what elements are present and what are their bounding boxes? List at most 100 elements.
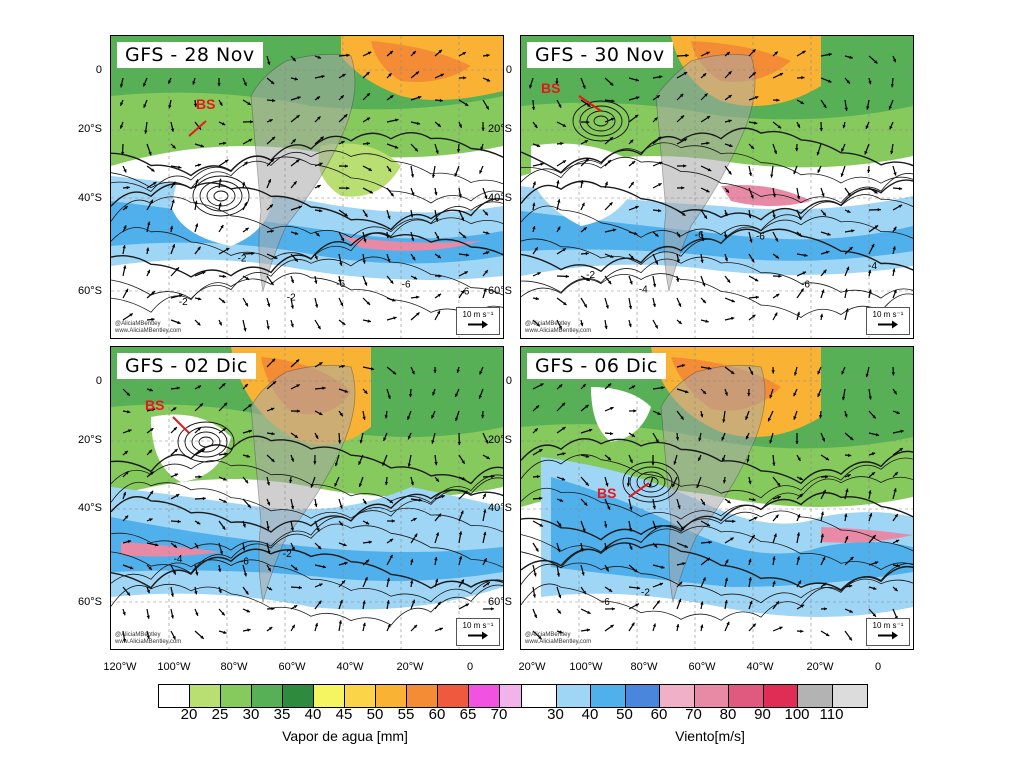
contour-line (521, 142, 913, 184)
bs-arrow (628, 482, 650, 498)
wind-vector-head (802, 271, 806, 275)
cutoff-low-contour (206, 185, 236, 207)
wind-vector-head (636, 586, 641, 590)
wind-vector-head (197, 322, 201, 326)
wind-vector-head (539, 523, 543, 527)
wind-vector-head (200, 635, 204, 639)
wind-vector-head (338, 279, 342, 283)
colorbar-tick-label: 50 (366, 706, 384, 723)
contour-line (111, 489, 503, 533)
wind-vector-head (874, 561, 879, 565)
wind-vector-head (197, 163, 202, 167)
contour-line (111, 232, 503, 278)
wind-vector-head (322, 386, 326, 390)
wind-vector-head (816, 151, 820, 156)
wind-vector-head (772, 193, 776, 198)
contour-line (521, 578, 913, 621)
wind-vector-head (410, 481, 414, 486)
wind-vector-head (413, 276, 418, 280)
wind-vector-head (732, 519, 736, 523)
wind-vector-head (585, 251, 589, 256)
wind-vector-head (655, 439, 659, 443)
colorbar-water-vapor-ticks: 20 25 30 35 40 45 50 55 60 65 70 (158, 706, 532, 726)
wind-vector-head (151, 408, 156, 412)
wind-vector-head (411, 370, 415, 375)
contour-label: -6 (240, 557, 249, 568)
wind-vector-head (793, 416, 797, 420)
wind-vector-head (272, 98, 276, 103)
wind-vector-head (441, 495, 445, 499)
cutoff-low-contour (213, 190, 229, 202)
contour-label: -6 (601, 597, 610, 608)
wind-vector-head (731, 299, 735, 303)
wind-vector-head (363, 239, 367, 243)
wind-vector-head (610, 407, 614, 411)
wind-vector-head (610, 254, 614, 258)
wind-vector-head (435, 578, 439, 583)
wind-vector-head (223, 402, 228, 407)
wind-vector-head (410, 214, 414, 218)
wind-vector-head (683, 164, 687, 168)
wind-vector-head (533, 614, 537, 618)
wind-vector-head (841, 371, 845, 375)
wind-vector-head (393, 316, 397, 320)
wind-vector-head (243, 573, 247, 577)
field-shading (341, 236, 481, 251)
wind-vector-head (366, 141, 370, 146)
wind-vector-head (364, 282, 368, 286)
wind-vector-head (654, 117, 658, 121)
wind-vector-head (890, 150, 894, 155)
wind-vector-head (296, 409, 300, 413)
lat-label: 60°S (78, 285, 102, 297)
wind-vector-head (844, 414, 848, 418)
wind-vector-head (532, 181, 536, 185)
wind-vector-head (218, 322, 222, 326)
wind-vector-head (583, 304, 587, 308)
wind-vector-head (585, 158, 589, 162)
wind-vector-head (339, 505, 343, 509)
contour-line (111, 507, 503, 551)
wind-vector-head (321, 75, 325, 79)
wind-vector-head (462, 234, 467, 239)
wind-vector-head (366, 72, 370, 76)
reference-vector-box: 10 m s⁻¹ (456, 618, 500, 646)
credit: @AliciaMBentley www.AliciaMBentley.com (525, 632, 592, 645)
bs-arrow (578, 95, 602, 112)
map-canvas: -6 -2 (521, 347, 913, 649)
wind-vector-head (122, 638, 127, 643)
contour-line (111, 559, 503, 603)
wind-vector-head (536, 475, 540, 479)
wind-vector-head (437, 293, 441, 297)
wind-vector-head (538, 635, 542, 640)
colorbar-tick-label: 25 (211, 706, 229, 723)
wind-vector-head (289, 479, 293, 483)
wind-vector-head (748, 558, 752, 563)
wind-vector-head (243, 82, 247, 86)
wind-vector-head (454, 173, 458, 177)
wind-vector-head (222, 428, 227, 432)
wind-vector-head (630, 181, 634, 186)
wind-vector-head (751, 258, 755, 263)
wind-vector-head (799, 476, 803, 480)
wind-vector-head (899, 448, 903, 452)
wind-vector-head (362, 600, 366, 604)
wind-vector-head (677, 233, 680, 238)
wind-vector-head (871, 452, 876, 456)
wind-vector-head (460, 579, 464, 583)
field-shading (151, 414, 231, 482)
wind-vector-head (271, 358, 276, 362)
wind-vector-head (431, 415, 435, 419)
wind-vector-head (244, 384, 248, 388)
colorbar-water-vapor (158, 684, 532, 708)
wind-vector-head (869, 513, 873, 517)
wind-vector-head (675, 278, 680, 282)
lat-label: 20°S (488, 123, 512, 135)
colorbar-wind-title: Viento[m/s] (675, 728, 745, 744)
wind-vector-head (244, 302, 248, 307)
wind-vector-head (629, 459, 633, 463)
wind-vector-head (892, 246, 896, 250)
wind-vector-head (434, 461, 438, 466)
credit: @AliciaMBentley www.AliciaMBentley.com (525, 321, 592, 334)
wind-vector-head (797, 514, 801, 518)
contour-line (521, 562, 913, 604)
